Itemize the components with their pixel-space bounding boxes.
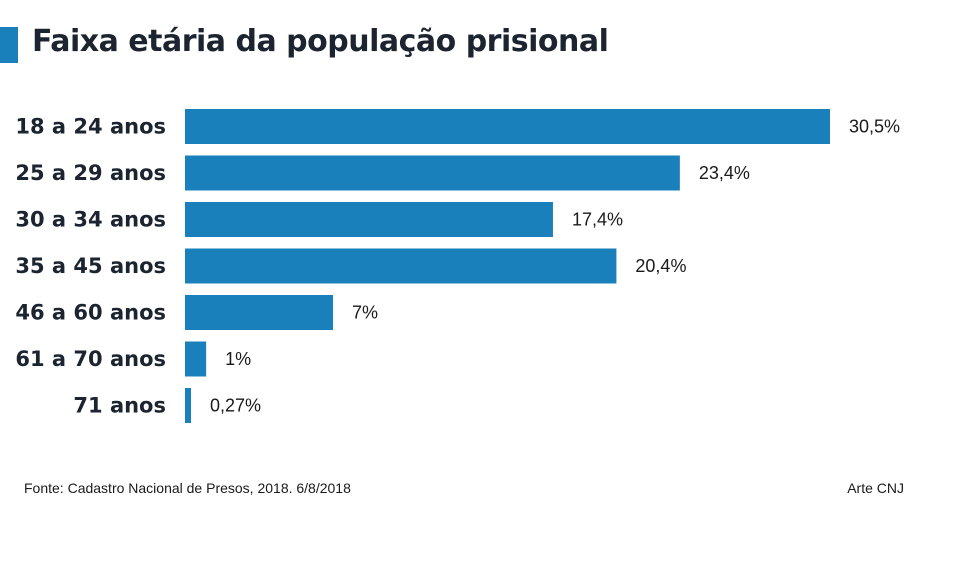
category-label: 18 a 24 anos xyxy=(15,115,166,139)
bar xyxy=(185,248,617,284)
category-label: 71 anos xyxy=(73,394,166,418)
value-label: 7% xyxy=(352,303,378,323)
value-label: 30,5% xyxy=(849,117,900,137)
value-label: 1% xyxy=(225,349,251,369)
category-label: 61 a 70 anos xyxy=(15,347,166,371)
credit-note: Arte CNJ xyxy=(847,480,904,496)
value-label: 23,4% xyxy=(699,163,750,183)
bar xyxy=(185,155,680,191)
value-label: 20,4% xyxy=(635,256,686,276)
category-label: 25 a 29 anos xyxy=(15,161,166,185)
bar xyxy=(185,388,191,423)
value-label: 17,4% xyxy=(572,210,623,230)
bar xyxy=(185,341,207,377)
chart-title: Faixa etária da população prisional xyxy=(32,24,609,59)
category-label: 46 a 60 anos xyxy=(15,301,166,325)
value-label: 0,27% xyxy=(210,396,261,416)
bar xyxy=(185,295,334,330)
bar xyxy=(185,109,830,144)
category-label: 30 a 34 anos xyxy=(15,208,166,232)
category-label: 35 a 45 anos xyxy=(15,254,166,278)
bar xyxy=(185,202,553,237)
source-note: Fonte: Cadastro Nacional de Presos, 2018… xyxy=(24,480,351,496)
title-marker xyxy=(0,27,18,63)
